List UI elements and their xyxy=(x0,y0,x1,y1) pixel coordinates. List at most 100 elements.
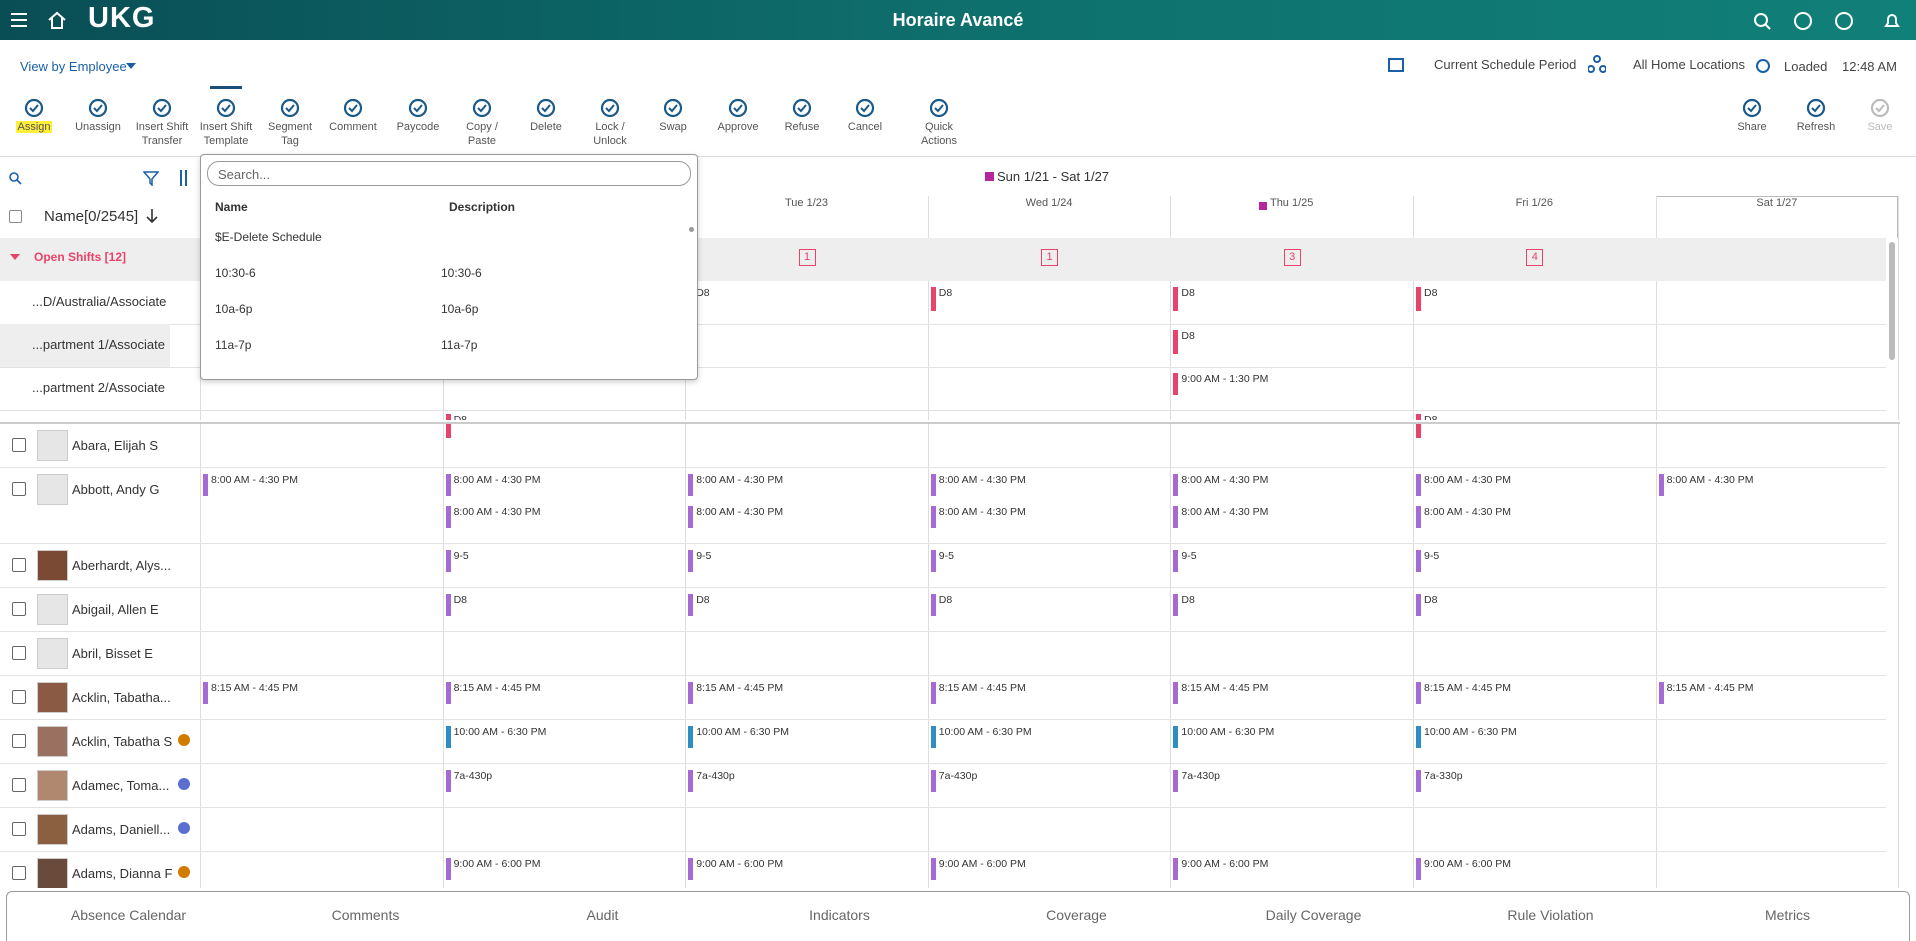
shift-label[interactable]: 8:00 AM - 4:30 PM xyxy=(1181,506,1269,518)
toolbar-label[interactable]: Transfer xyxy=(141,135,183,147)
search-input[interactable]: Search... xyxy=(207,161,691,186)
home-icon[interactable] xyxy=(47,10,67,30)
shift-label[interactable]: 9-5 xyxy=(1181,550,1197,562)
open-shifts-label[interactable]: Open Shifts [12] xyxy=(34,250,127,264)
template-description[interactable]: 10a-6p xyxy=(441,302,479,316)
employee-name[interactable]: Abril, Bisset E xyxy=(72,646,153,661)
row-checkbox[interactable] xyxy=(12,866,26,880)
header-icon[interactable] xyxy=(1752,11,1772,31)
shift-label[interactable]: 9-5 xyxy=(1424,550,1440,562)
tab[interactable]: Absence Calendar xyxy=(70,907,187,923)
employee-name[interactable]: Abara, Elijah S xyxy=(72,438,158,453)
shift-label[interactable]: 7a-430p xyxy=(696,770,735,782)
toolbar-icon[interactable] xyxy=(278,96,302,120)
toolbar-label[interactable]: Comment xyxy=(329,121,377,133)
toolbar-label[interactable]: Quick xyxy=(924,121,954,133)
header-icon[interactable] xyxy=(1882,11,1902,31)
row-checkbox[interactable] xyxy=(12,822,26,836)
toolbar-label[interactable]: Copy / xyxy=(466,121,498,133)
toolbar-icon[interactable] xyxy=(661,96,685,120)
toolbar-icon[interactable] xyxy=(470,96,494,120)
day-header[interactable]: Wed 1/24 xyxy=(1025,197,1073,209)
employee-name[interactable]: Acklin, Tabatha... xyxy=(72,690,171,705)
shift-label[interactable]: 7a-430p xyxy=(1181,770,1220,782)
toolbar-icon[interactable] xyxy=(406,96,430,120)
tab[interactable]: Daily Coverage xyxy=(1265,907,1362,923)
toolbar-icon[interactable] xyxy=(1740,96,1764,120)
shift-label[interactable]: 8:00 AM - 4:30 PM xyxy=(938,474,1026,486)
shift-label[interactable]: 8:15 AM - 4:45 PM xyxy=(1181,682,1269,694)
columns-icon[interactable] xyxy=(179,170,189,186)
view-selector[interactable]: View by Employee xyxy=(20,59,127,74)
shift-label[interactable]: 9-5 xyxy=(938,550,954,562)
toolbar-icon[interactable] xyxy=(22,96,46,120)
shift-label[interactable]: 10:00 AM - 6:30 PM xyxy=(1424,726,1517,738)
day-header[interactable]: Thu 1/25 xyxy=(1269,197,1314,209)
calendar-icon[interactable] xyxy=(1388,56,1404,72)
toolbar-label[interactable]: Paste xyxy=(467,135,497,147)
employee-name[interactable]: Aberhardt, Alys... xyxy=(72,558,171,573)
row-checkbox[interactable] xyxy=(12,602,26,616)
toolbar-label[interactable]: Paycode xyxy=(396,121,440,133)
shift-label[interactable]: 9:00 AM - 6:00 PM xyxy=(696,858,784,870)
select-all[interactable] xyxy=(9,210,22,223)
shift-label[interactable]: 7a-330p xyxy=(1424,770,1463,782)
shift-label[interactable]: 9:00 AM - 6:00 PM xyxy=(453,858,541,870)
shift-label[interactable]: 8:15 AM - 4:45 PM xyxy=(211,682,298,694)
employee-alert[interactable] xyxy=(178,734,190,746)
tab[interactable]: Coverage xyxy=(1046,907,1107,923)
filter-icon[interactable] xyxy=(143,170,159,186)
tab[interactable]: Rule Violation xyxy=(1507,907,1594,923)
toolbar-label[interactable]: Swap xyxy=(659,121,687,133)
shift-label[interactable]: 10:00 AM - 6:30 PM xyxy=(696,726,789,738)
template-name[interactable]: 10:30-6 xyxy=(215,266,256,280)
toolbar-icon[interactable] xyxy=(790,96,814,120)
employee-name[interactable]: Abigail, Allen E xyxy=(72,602,159,617)
open-count[interactable]: 4 xyxy=(1526,249,1544,266)
employee-name[interactable]: Abbott, Andy G xyxy=(72,482,160,497)
employee-alert[interactable] xyxy=(178,866,190,878)
shift-label[interactable]: 8:00 AM - 4:30 PM xyxy=(453,506,541,518)
toolbar-icon[interactable] xyxy=(598,96,622,120)
toolbar-icon[interactable] xyxy=(853,96,877,120)
header-icon[interactable] xyxy=(1793,11,1813,31)
shift-label[interactable]: 8:00 AM - 4:30 PM xyxy=(696,474,784,486)
collapse-icon[interactable] xyxy=(10,254,20,260)
shift-label[interactable]: 9:00 AM - 6:00 PM xyxy=(1181,858,1269,870)
toolbar-label[interactable]: Cancel xyxy=(847,121,883,133)
toolbar-label[interactable]: Delete xyxy=(530,121,562,133)
toolbar-label[interactable]: Assign xyxy=(16,121,52,133)
toolbar-label[interactable]: Refresh xyxy=(1796,121,1836,133)
shift-label[interactable]: D8 xyxy=(1181,594,1195,606)
shift-label[interactable]: D8 xyxy=(1181,330,1195,342)
toolbar-icon[interactable] xyxy=(150,96,174,120)
employee-alert[interactable] xyxy=(178,822,190,834)
tab[interactable]: Comments xyxy=(331,907,400,923)
open-count[interactable]: 3 xyxy=(1283,249,1301,266)
shift-label[interactable]: 8:15 AM - 4:45 PM xyxy=(1424,682,1511,694)
template-description[interactable]: 11a-7p xyxy=(441,338,478,352)
shift-label[interactable]: D8 xyxy=(938,594,953,606)
name-header[interactable]: Name[0/2545] xyxy=(44,208,139,225)
shift-label[interactable]: D8 xyxy=(1424,594,1438,606)
toolbar-label[interactable]: Tag xyxy=(281,135,299,147)
shift-label[interactable]: 9:00 AM - 1:30 PM xyxy=(1181,373,1269,385)
template-name[interactable]: 10a-6p xyxy=(215,302,253,316)
day-header[interactable]: Tue 1/23 xyxy=(784,197,828,209)
period[interactable]: Current Schedule Period xyxy=(1434,57,1577,72)
shift-label[interactable]: 8:15 AM - 4:45 PM xyxy=(938,682,1026,694)
shift-label[interactable]: 8:00 AM - 4:30 PM xyxy=(696,506,784,518)
shift-label[interactable]: 7a-430p xyxy=(938,770,978,782)
shift-label[interactable]: 8:15 AM - 4:45 PM xyxy=(453,682,541,694)
row-checkbox[interactable] xyxy=(12,482,26,496)
search-icon[interactable] xyxy=(8,171,22,185)
toolbar-icon[interactable] xyxy=(534,96,558,120)
toolbar-label[interactable]: Lock / xyxy=(595,121,625,133)
header-icon[interactable] xyxy=(1834,11,1854,31)
template-name[interactable]: $E-Delete Schedule xyxy=(215,230,322,244)
shift-label[interactable]: 8:00 AM - 4:30 PM xyxy=(938,506,1026,518)
toolbar-label[interactable]: Template xyxy=(203,135,249,147)
template-name[interactable]: 11a-7p xyxy=(215,338,252,352)
shift-label[interactable]: 8:00 AM - 4:30 PM xyxy=(1424,474,1511,486)
template-description[interactable]: 10:30-6 xyxy=(441,266,482,280)
